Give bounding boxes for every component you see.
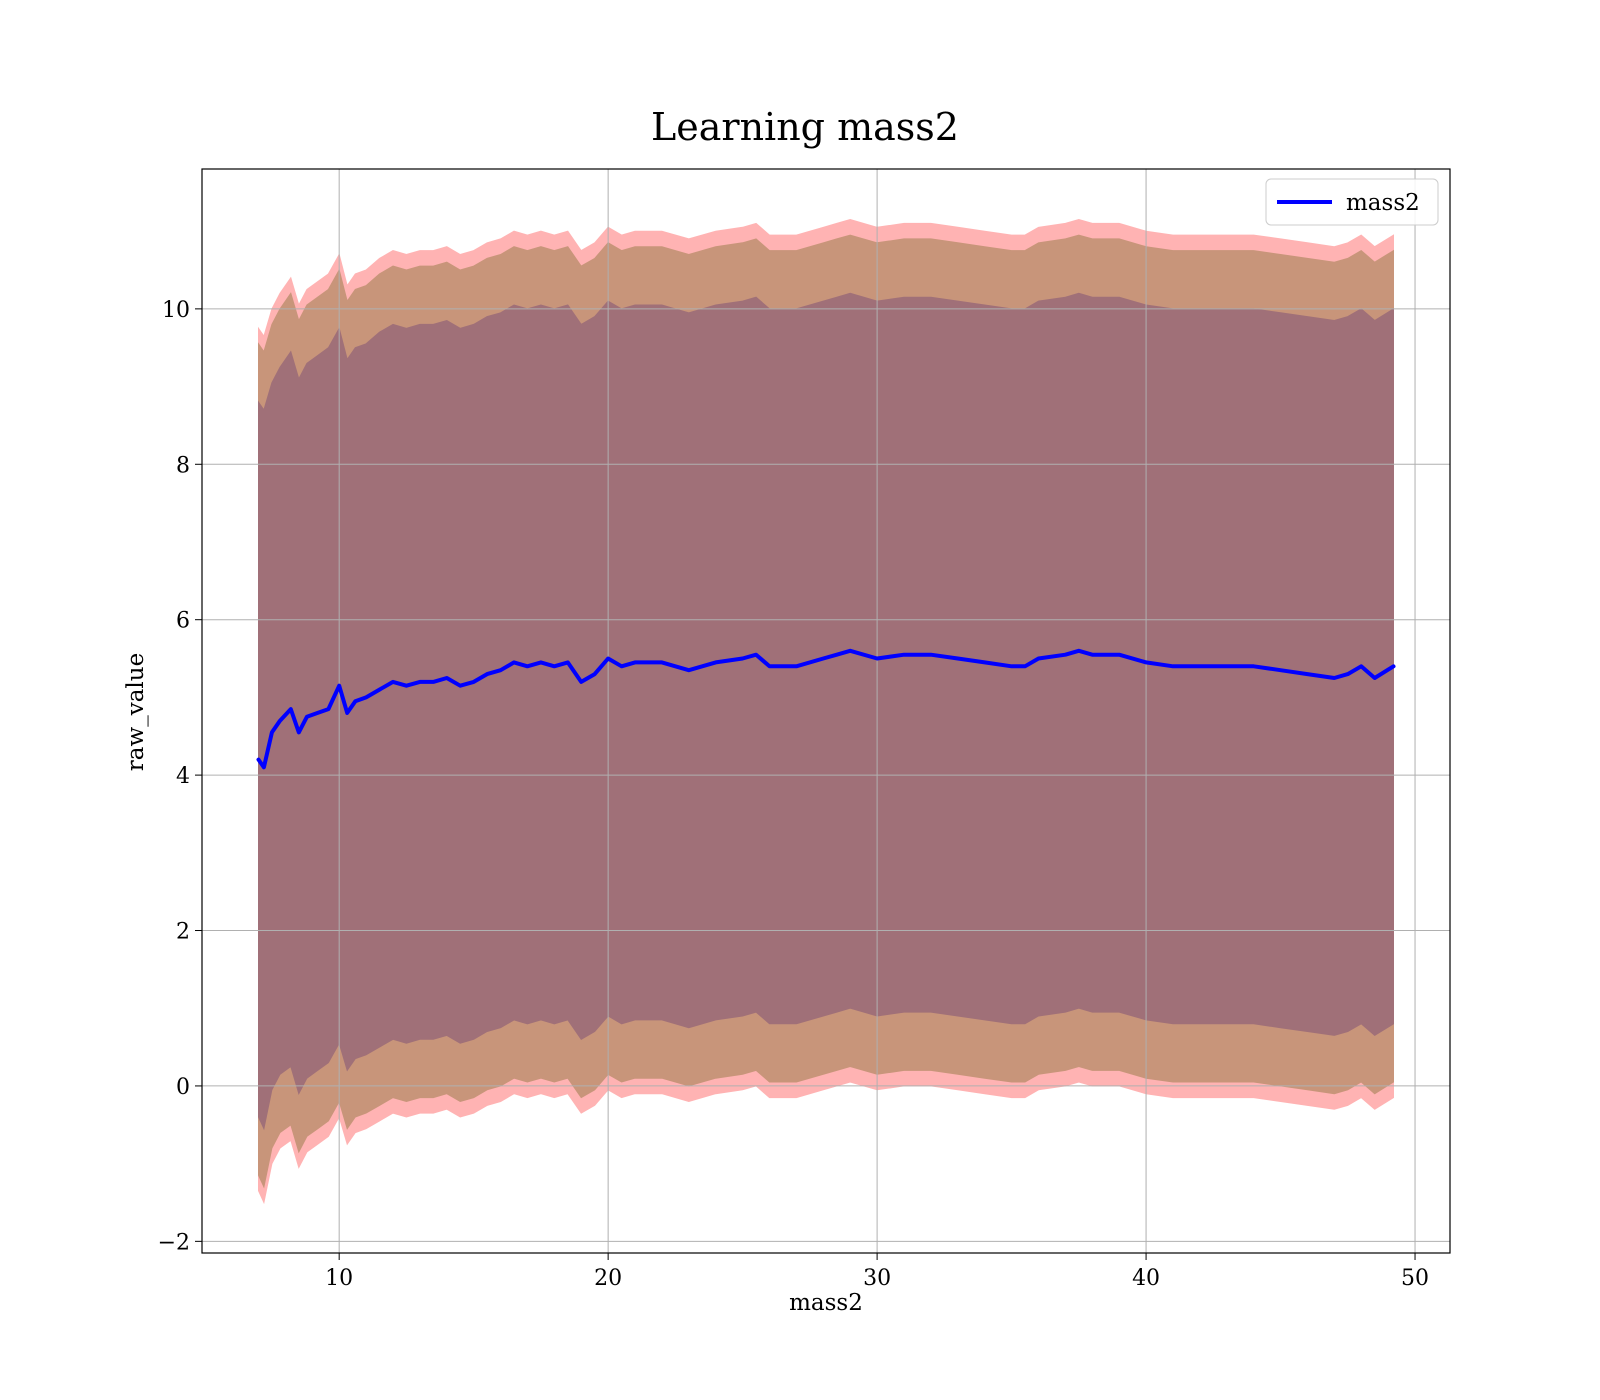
x-tick-label: 40 — [1132, 1266, 1160, 1291]
y-tick-label: 2 — [176, 920, 190, 945]
y-tick-label: 4 — [176, 764, 190, 789]
band-inner — [258, 292, 1394, 1131]
grid-lines — [202, 169, 1450, 1253]
x-tick-label: 30 — [863, 1266, 891, 1291]
legend-label-mass2: mass2 — [1346, 190, 1420, 216]
y-tick-label: 0 — [176, 1075, 190, 1100]
plot-area: 10 20 30 40 50 −2 0 2 4 6 8 10 — [158, 168, 1451, 1291]
series-line-mass2 — [256, 648, 1396, 770]
legend: mass2 — [1265, 178, 1439, 226]
legend-box — [1265, 178, 1439, 226]
confidence-bands — [258, 218, 1394, 1205]
y-tick-label: −2 — [158, 1230, 190, 1255]
plot-frame — [201, 168, 1451, 1254]
x-axis-ticks: 10 20 30 40 50 — [325, 1253, 1429, 1291]
y-axis-ticks: −2 0 2 4 6 8 10 — [158, 298, 202, 1255]
y-tick-label: 6 — [176, 609, 190, 634]
x-tick-label: 10 — [325, 1266, 353, 1291]
x-tick-label: 50 — [1401, 1266, 1429, 1291]
chart-title: Learning mass2 — [651, 105, 959, 149]
y-tick-label: 8 — [176, 453, 190, 478]
series-lines — [256, 648, 1396, 770]
y-axis-label: raw_value — [123, 653, 149, 771]
y-tick-label: 10 — [162, 298, 190, 323]
x-axis-label: mass2 — [789, 1290, 863, 1316]
x-tick-label: 20 — [594, 1266, 622, 1291]
